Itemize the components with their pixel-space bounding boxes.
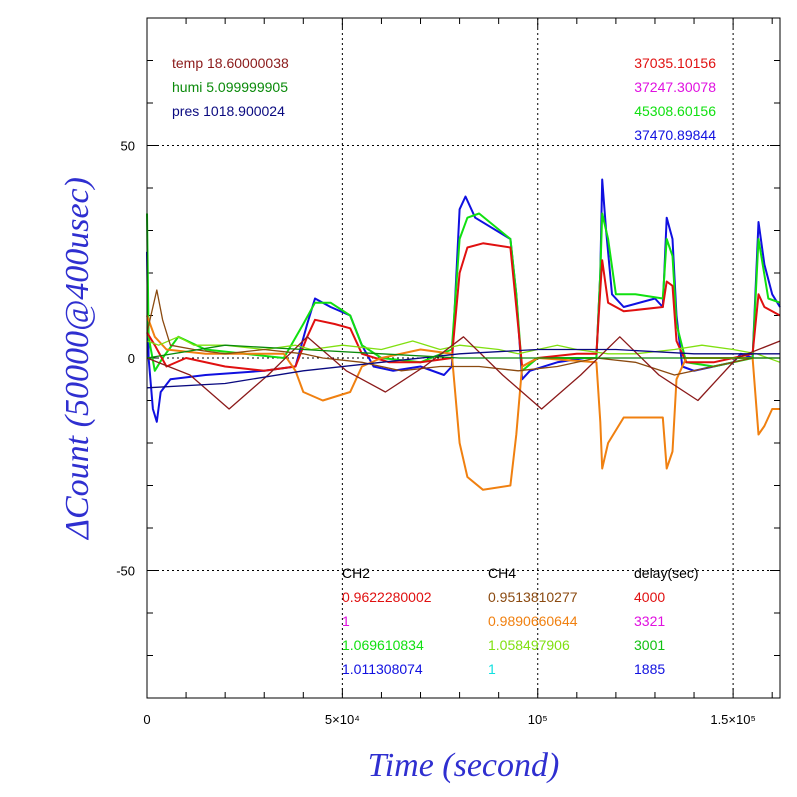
factor-table-cell: 0.9622280002 [342, 589, 432, 605]
factor-table-cell: 0.9513810277 [488, 589, 578, 605]
factor-table-cell: 0.9890660644 [488, 613, 578, 629]
factor-table-header: CH2 [342, 565, 370, 581]
factor-table-header: CH4 [488, 565, 516, 581]
series-line-7 [146, 336, 781, 410]
x-axis-title: Time (second) [368, 747, 560, 784]
series-line-9 [146, 344, 780, 359]
factor-table-cell: 3321 [634, 613, 665, 629]
factor-table-cell: 1885 [634, 661, 665, 677]
tick-labels: 0 5×10⁴ 10⁵ 1.5×10⁵ 50 0 -50 [116, 139, 756, 728]
legends: temp 18.60000038 humi 5.099999905 pres 101… [172, 55, 716, 677]
series-line-3 [146, 242, 781, 372]
y-tick-label: 0 [128, 351, 135, 366]
count-legend-item: 37247.30078 [634, 79, 716, 95]
x-tick-label: 10⁵ [528, 712, 548, 727]
factor-table-cell: 1.058497906 [488, 637, 570, 653]
x-tick-label: 0 [143, 712, 150, 727]
count-legend-item: 45308.60156 [634, 103, 716, 119]
series-line-2 [146, 212, 781, 372]
factor-table-cell: 1.069610834 [342, 637, 424, 653]
series-line-6 [146, 289, 780, 376]
count-legend-item: 37035.10156 [634, 55, 716, 71]
factor-table-header: delay(sec) [634, 565, 699, 581]
count-legend-item: 37470.89844 [634, 127, 716, 143]
env-legend-item: temp 18.60000038 [172, 55, 289, 71]
series-line-4 [146, 315, 780, 491]
y-tick-label: -50 [116, 564, 135, 579]
series-layer [146, 178, 781, 491]
x-tick-label: 5×10⁴ [325, 712, 360, 727]
y-tick-label: 50 [121, 139, 135, 154]
factor-table-cell: 4000 [634, 589, 665, 605]
series-line-1 [146, 178, 781, 423]
series-line-8 [146, 348, 780, 389]
factor-table-cell: 1 [488, 661, 496, 677]
factor-table-cell: 1.011308074 [342, 661, 423, 677]
env-legend-item: humi 5.099999905 [172, 79, 288, 95]
factor-table-cell: 3001 [634, 637, 665, 653]
plot-frame [146, 17, 781, 699]
env-legend-item: pres 1018.900024 [172, 103, 285, 119]
x-tick-label: 1.5×10⁵ [710, 712, 756, 727]
y-axis-title: ΔCount (50000@400usec) [59, 177, 96, 541]
factor-table-cell: 1 [342, 613, 350, 629]
